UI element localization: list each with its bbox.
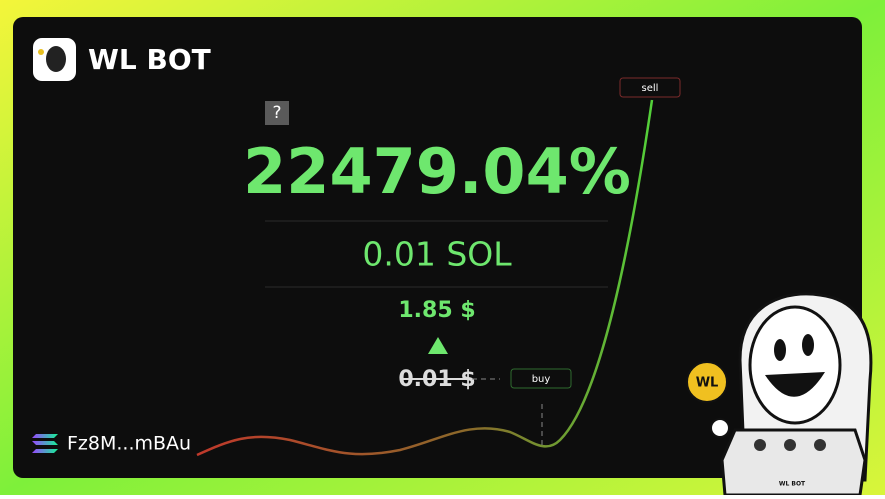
- pnl: 22479.04%: [243, 135, 631, 208]
- sell-label: sell: [642, 83, 659, 94]
- sell-box: [619, 77, 681, 98]
- logo-dot: [38, 49, 44, 55]
- help[interactable]: ?: [272, 103, 281, 123]
- logo-face: [46, 46, 66, 72]
- coin-label: WL: [696, 376, 719, 391]
- help-box[interactable]: [265, 101, 289, 125]
- mascot: [686, 292, 873, 497]
- brand: WL BOT: [88, 43, 211, 76]
- price-curve: [196, 99, 654, 457]
- buy-box: [510, 368, 572, 389]
- up-arrow: [428, 337, 448, 354]
- solana-icon: [32, 434, 58, 453]
- amount: 0.01 SOL: [362, 235, 512, 274]
- wallet: Fz8M...mBAu: [67, 433, 191, 455]
- current-price: 1.85 $: [398, 298, 475, 323]
- card: [13, 17, 862, 478]
- machine-label: WL BOT: [779, 481, 806, 488]
- buy-label: buy: [532, 374, 551, 385]
